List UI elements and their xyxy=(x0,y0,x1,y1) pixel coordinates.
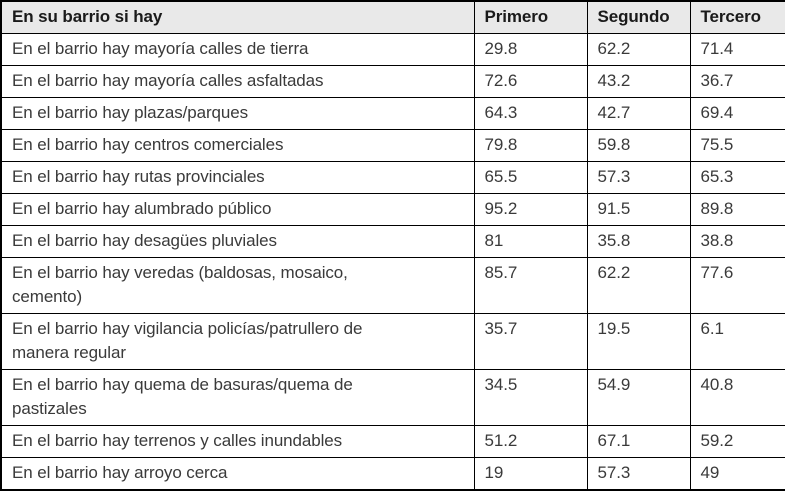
row-value-segundo: 91.5 xyxy=(586,193,691,226)
table-row: En el barrio hay rutas provinciales 65.5… xyxy=(0,161,785,194)
row-value-primero: 51.2 xyxy=(473,425,588,458)
row-label-cell: En el barrio hay alumbrado público xyxy=(0,193,475,226)
header-cell-tercero: Tercero xyxy=(689,0,785,34)
table-body: En el barrio hay mayoría calles de tierr… xyxy=(0,33,785,491)
row-value-segundo: 59.8 xyxy=(586,129,691,162)
row-value-primero: 81 xyxy=(473,225,588,258)
row-value-segundo: 57.3 xyxy=(586,457,691,491)
row-value-segundo: 43.2 xyxy=(586,65,691,98)
row-value-tercero: 6.1 xyxy=(689,313,785,370)
row-value-primero: 34.5 xyxy=(473,369,588,426)
row-value-primero: 85.7 xyxy=(473,257,588,314)
row-label-cell: En el barrio hay terrenos y calles inund… xyxy=(0,425,475,458)
row-label-cell: En el barrio hay quema de basuras/quema … xyxy=(0,369,475,426)
table-row: En el barrio hay terrenos y calles inund… xyxy=(0,425,785,458)
table-row: En el barrio hay centros comerciales 79.… xyxy=(0,129,785,162)
row-value-tercero: 36.7 xyxy=(689,65,785,98)
row-value-tercero: 77.6 xyxy=(689,257,785,314)
row-value-segundo: 67.1 xyxy=(586,425,691,458)
table-row: En el barrio hay vigilancia policías/pat… xyxy=(0,313,785,370)
table-row: En el barrio hay mayoría calles asfaltad… xyxy=(0,65,785,98)
row-label-cell: En el barrio hay mayoría calles de tierr… xyxy=(0,33,475,66)
row-value-primero: 79.8 xyxy=(473,129,588,162)
row-value-segundo: 42.7 xyxy=(586,97,691,130)
header-cell-label: En su barrio si hay xyxy=(0,0,475,34)
row-value-primero: 95.2 xyxy=(473,193,588,226)
row-value-primero: 29.8 xyxy=(473,33,588,66)
row-value-segundo: 19.5 xyxy=(586,313,691,370)
table-row: En el barrio hay quema de basuras/quema … xyxy=(0,369,785,426)
row-label-cell: En el barrio hay veredas (baldosas, mosa… xyxy=(0,257,475,314)
header-cell-primero: Primero xyxy=(473,0,588,34)
row-value-primero: 64.3 xyxy=(473,97,588,130)
row-value-primero: 65.5 xyxy=(473,161,588,194)
row-label-cell: En el barrio hay centros comerciales xyxy=(0,129,475,162)
row-value-tercero: 69.4 xyxy=(689,97,785,130)
table-row: En el barrio hay desagües pluviales 81 3… xyxy=(0,225,785,258)
row-value-segundo: 62.2 xyxy=(586,257,691,314)
table-row: En el barrio hay veredas (baldosas, mosa… xyxy=(0,257,785,314)
row-value-tercero: 89.8 xyxy=(689,193,785,226)
row-value-segundo: 35.8 xyxy=(586,225,691,258)
row-value-primero: 35.7 xyxy=(473,313,588,370)
header-row: En su barrio si hay Primero Segundo Terc… xyxy=(0,0,785,34)
row-value-tercero: 40.8 xyxy=(689,369,785,426)
row-value-tercero: 38.8 xyxy=(689,225,785,258)
row-value-tercero: 49 xyxy=(689,457,785,491)
row-label-cell: En el barrio hay desagües pluviales xyxy=(0,225,475,258)
row-label-cell: En el barrio hay vigilancia policías/pat… xyxy=(0,313,475,370)
row-value-tercero: 59.2 xyxy=(689,425,785,458)
table-header: En su barrio si hay Primero Segundo Terc… xyxy=(0,0,785,34)
row-value-tercero: 71.4 xyxy=(689,33,785,66)
table-row: En el barrio hay arroyo cerca 19 57.3 49 xyxy=(0,457,785,491)
row-value-tercero: 65.3 xyxy=(689,161,785,194)
row-value-segundo: 57.3 xyxy=(586,161,691,194)
table-row: En el barrio hay mayoría calles de tierr… xyxy=(0,33,785,66)
row-value-segundo: 62.2 xyxy=(586,33,691,66)
table-row: En el barrio hay alumbrado público 95.2 … xyxy=(0,193,785,226)
row-value-tercero: 75.5 xyxy=(689,129,785,162)
header-cell-segundo: Segundo xyxy=(586,0,691,34)
row-label-cell: En el barrio hay rutas provinciales xyxy=(0,161,475,194)
row-value-primero: 19 xyxy=(473,457,588,491)
row-label-cell: En el barrio hay plazas/parques xyxy=(0,97,475,130)
table-row: En el barrio hay plazas/parques 64.3 42.… xyxy=(0,97,785,130)
row-value-primero: 72.6 xyxy=(473,65,588,98)
row-label-cell: En el barrio hay mayoría calles asfaltad… xyxy=(0,65,475,98)
row-label-cell: En el barrio hay arroyo cerca xyxy=(0,457,475,491)
row-value-segundo: 54.9 xyxy=(586,369,691,426)
